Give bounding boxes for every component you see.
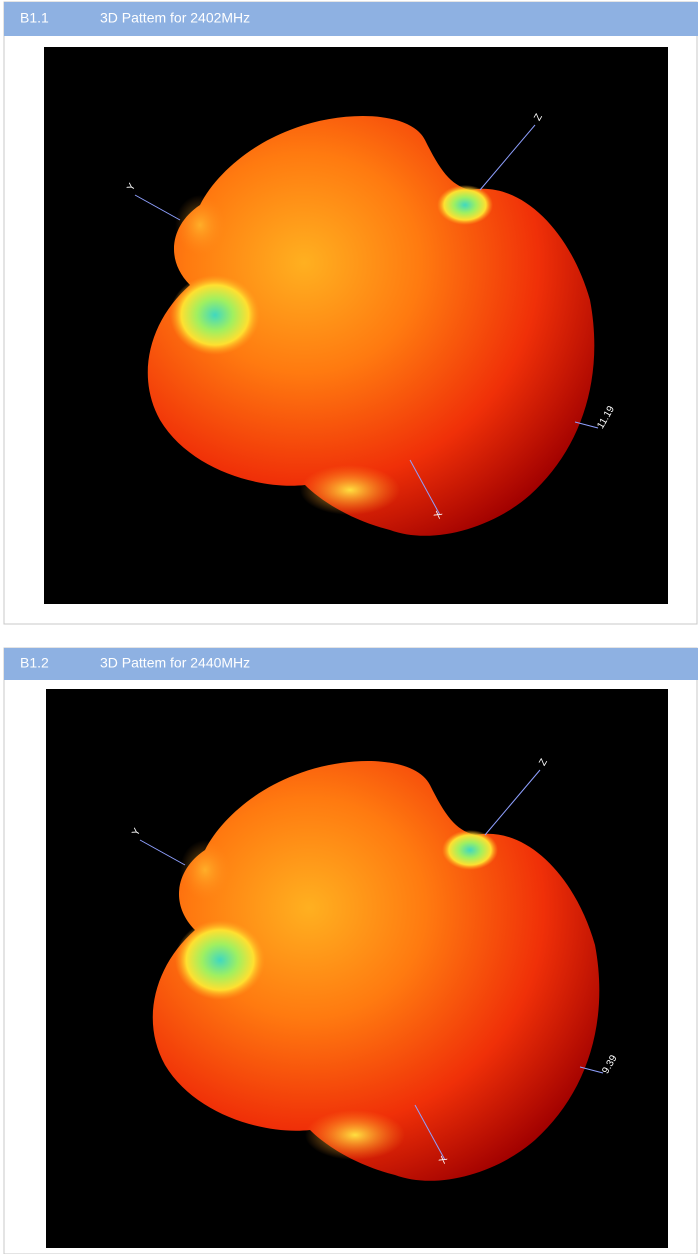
axis-label-y: Y xyxy=(130,826,143,838)
section-title: 3D Pattem for 2440MHz xyxy=(100,655,250,671)
axis-label-x: X xyxy=(432,509,445,521)
section-number: B1.2 xyxy=(20,655,49,671)
axis-label-z: Z xyxy=(537,757,550,768)
axis-label-z: Z xyxy=(532,112,545,123)
axis-label-y: Y xyxy=(125,181,138,193)
section-header xyxy=(4,2,698,36)
section-title: 3D Pattem for 2402MHz xyxy=(100,10,250,26)
section-number: B1.1 xyxy=(20,10,49,26)
section-header xyxy=(4,648,698,680)
axis-label-x: X xyxy=(437,1154,450,1166)
